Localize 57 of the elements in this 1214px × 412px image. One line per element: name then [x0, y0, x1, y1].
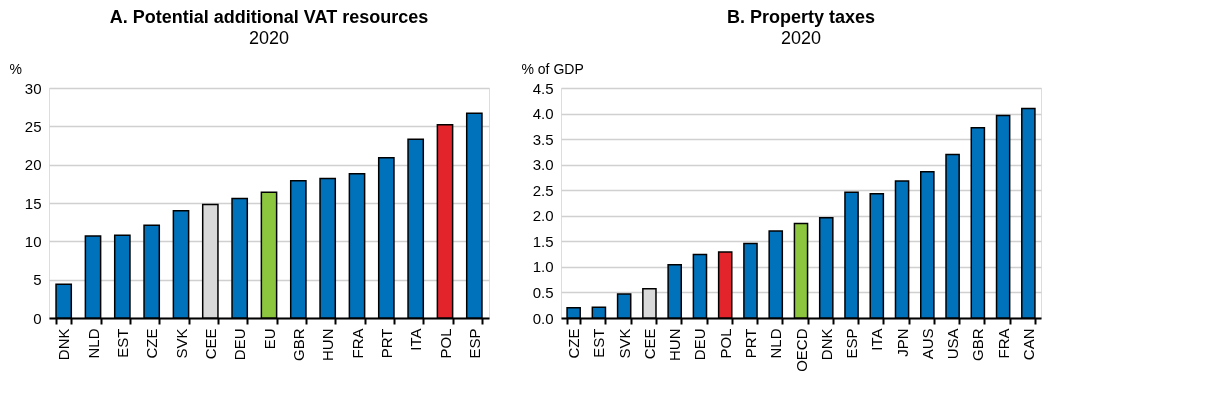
x-tick-label: ESP	[465, 328, 483, 359]
y-tick-label: 5	[33, 271, 42, 289]
x-tick-label: USA	[944, 328, 962, 360]
chart-subtitle: 2020	[248, 28, 290, 48]
x-tick-label: PRT	[377, 328, 395, 359]
y-tick-label: 25	[24, 117, 42, 135]
y-tick-label: 4.0	[532, 105, 554, 123]
x-tick-label: GBR	[969, 328, 987, 362]
x-tick-label: FRA	[994, 328, 1012, 359]
x-tick-label: NLD	[767, 328, 785, 359]
x-tick-label: ITA	[407, 328, 425, 351]
x-tick-label: AUS	[918, 328, 936, 360]
x-tick-label: PRT	[741, 328, 759, 359]
y-tick-label: 0.5	[532, 283, 554, 301]
x-tick-label: CAN	[1019, 328, 1037, 361]
y-tick-label: 20	[24, 156, 42, 174]
x-tick-label: OECD	[792, 328, 810, 372]
y-tick-label: 15	[24, 194, 42, 212]
y-tick-label: 0	[33, 309, 42, 327]
x-tick-label: POL	[436, 328, 454, 359]
x-tick-label: SVK	[615, 328, 633, 359]
x-tick-label: HUN	[666, 328, 684, 361]
chart-subtitle: 2020	[780, 28, 822, 48]
x-tick-label: CEE	[201, 328, 219, 360]
x-tick-label: DEU	[231, 328, 249, 361]
y-tick-label: 0.0	[532, 309, 554, 327]
y-axis-title: % of GDP	[521, 60, 584, 77]
x-tick-label: NLD	[84, 328, 102, 359]
y-tick-label: 3.5	[532, 130, 554, 148]
y-tick-label: 10	[24, 232, 42, 250]
chart-title: B. Property taxes	[726, 7, 876, 27]
y-tick-label: 3.0	[532, 156, 554, 174]
chart-title: A. Potential additional VAT resources	[109, 7, 429, 27]
x-tick-label: CEE	[640, 328, 658, 360]
x-tick-label: FRA	[348, 328, 366, 359]
x-tick-label: EST	[590, 328, 608, 358]
x-tick-label: EU	[260, 328, 278, 350]
x-tick-label: GBR	[289, 328, 307, 362]
x-tick-label: HUN	[319, 328, 337, 361]
y-tick-label: 1.0	[532, 258, 554, 276]
x-tick-label: ITA	[868, 328, 886, 351]
y-tick-label: 2.5	[532, 181, 554, 199]
y-tick-label: 1.5	[532, 232, 554, 250]
x-tick-label: DNK	[817, 328, 835, 361]
x-tick-label: JPN	[893, 328, 911, 357]
x-tick-label: DEU	[691, 328, 709, 361]
x-tick-label: POL	[716, 328, 734, 359]
y-tick-label: 30	[24, 79, 42, 97]
y-axis-title: %	[9, 60, 22, 77]
y-tick-label: 4.5	[532, 79, 554, 97]
x-tick-label: DNK	[55, 328, 73, 361]
y-tick-label: 2.0	[532, 207, 554, 225]
x-tick-label: CZE	[565, 328, 583, 359]
x-tick-label: SVK	[172, 328, 190, 359]
x-tick-label: ESP	[843, 328, 861, 359]
x-tick-label: CZE	[143, 328, 161, 359]
x-tick-label: EST	[113, 328, 131, 358]
